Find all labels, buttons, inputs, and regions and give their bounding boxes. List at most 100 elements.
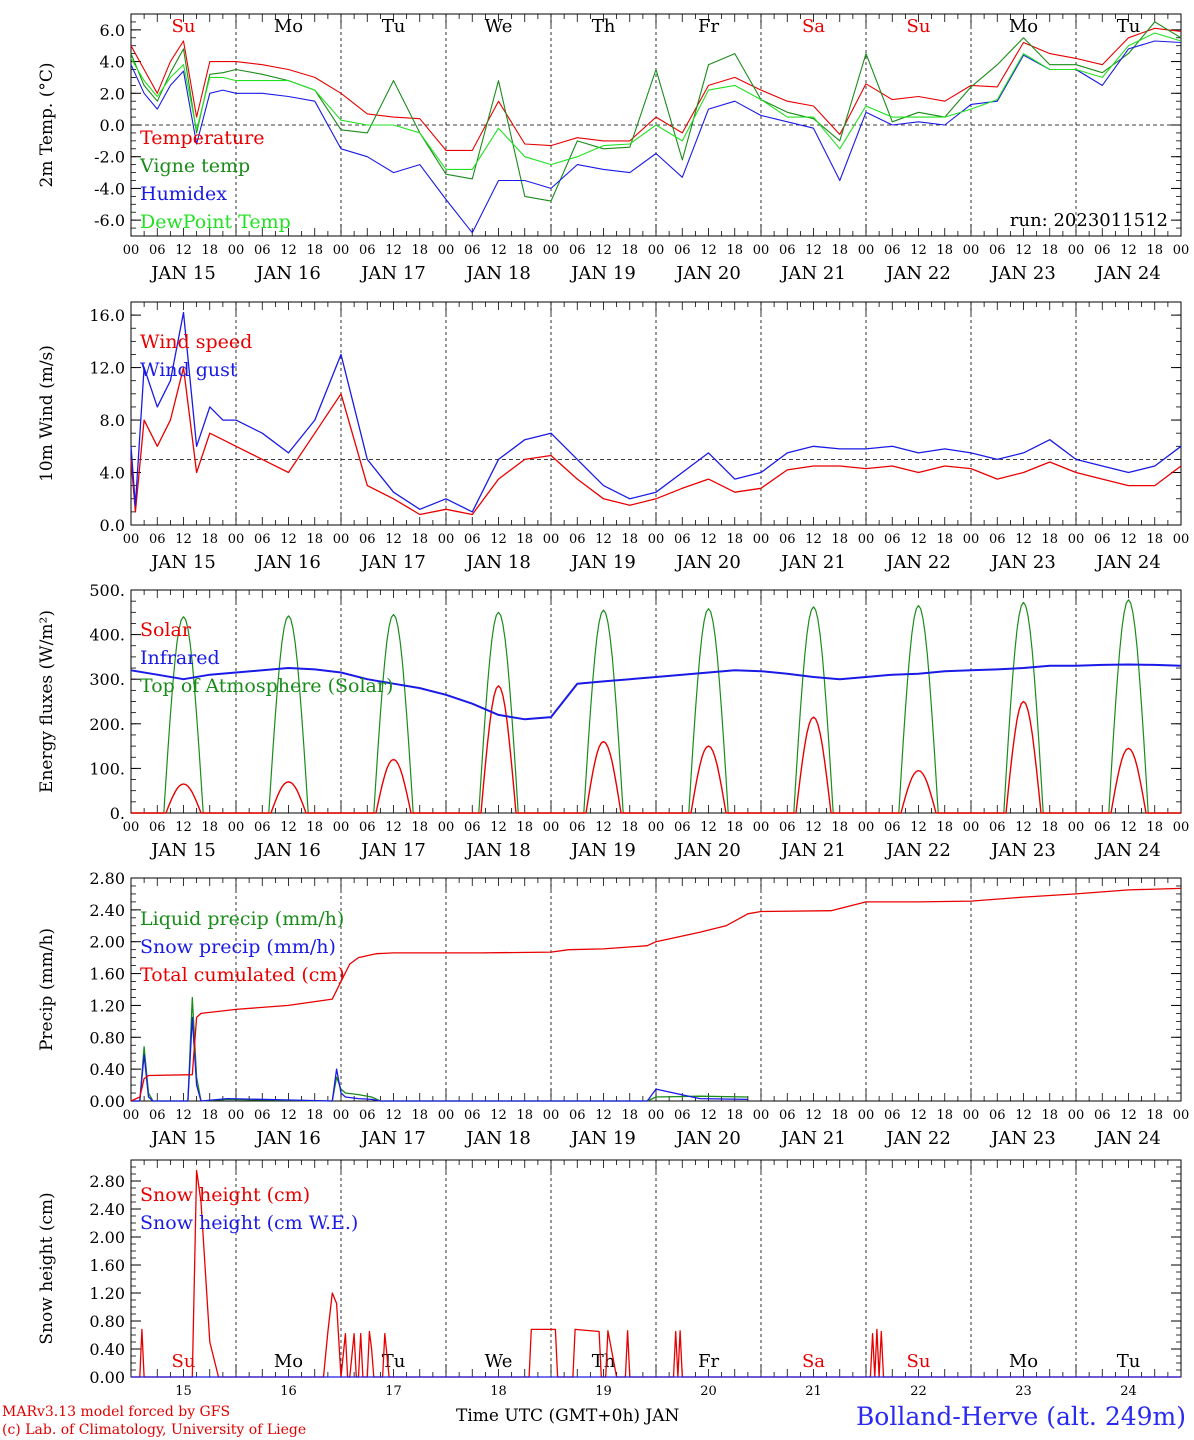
y-tick-label: 1.60 xyxy=(89,965,125,984)
hour-tick-label: 00 xyxy=(1068,1108,1085,1123)
hour-tick-label: 18 xyxy=(936,820,953,835)
hour-tick-label: 18 xyxy=(726,243,743,258)
date-label: JAN 15 xyxy=(149,552,216,573)
weekday-label: Fr xyxy=(698,1351,719,1372)
hour-tick-label: 00 xyxy=(333,1108,350,1123)
y-axis-label: 2m Temp. (°C) xyxy=(37,62,57,187)
hour-tick-label: 18 xyxy=(726,532,743,547)
date-label: JAN 21 xyxy=(779,840,846,861)
hour-tick-label: 06 xyxy=(569,243,586,258)
hour-tick-label: 06 xyxy=(149,532,166,547)
hour-tick-label: 12 xyxy=(385,820,402,835)
date-label: JAN 23 xyxy=(989,552,1056,573)
date-label: JAN 15 xyxy=(149,1128,216,1149)
hour-tick-label: 18 xyxy=(1146,820,1163,835)
y-tick-label: 0.0 xyxy=(100,516,125,535)
hour-tick-label: 18 xyxy=(726,1108,743,1123)
hour-tick-label: 12 xyxy=(700,1108,717,1123)
weekday-label: Su xyxy=(172,16,196,37)
date-label: JAN 18 xyxy=(464,552,531,573)
hour-tick-label: 06 xyxy=(359,243,376,258)
hour-tick-label: 00 xyxy=(123,820,140,835)
y-tick-label: 2.00 xyxy=(89,1228,125,1247)
hour-tick-label: 12 xyxy=(595,532,612,547)
x-axis-label: Time UTC (GMT+0h) JAN xyxy=(456,1406,680,1426)
hour-tick-label: 18 xyxy=(621,1108,638,1123)
day-number-label: 21 xyxy=(805,1384,822,1399)
hour-tick-label: 12 xyxy=(1015,820,1032,835)
hour-tick-label: 18 xyxy=(306,532,323,547)
day-number-label: 23 xyxy=(1015,1384,1032,1399)
series-line-solar xyxy=(131,685,1181,814)
y-tick-label: 1.60 xyxy=(89,1256,125,1275)
hour-tick-label: 12 xyxy=(595,1108,612,1123)
hour-tick-label: 12 xyxy=(385,243,402,258)
date-label: JAN 24 xyxy=(1094,1128,1161,1149)
y-tick-label: -4.0 xyxy=(94,179,125,198)
hour-tick-label: 06 xyxy=(254,532,271,547)
hour-tick-label: 00 xyxy=(228,532,245,547)
hour-tick-label: 18 xyxy=(201,243,218,258)
series-line-1 xyxy=(130,366,1182,516)
station-name: Bolland-Herve (alt. 249m) xyxy=(855,1402,1186,1431)
hour-tick-label: 06 xyxy=(254,820,271,835)
hour-tick-label: 00 xyxy=(963,243,980,258)
y-tick-label: 500. xyxy=(89,581,125,600)
hour-tick-label: 18 xyxy=(936,243,953,258)
hour-tick-label: 06 xyxy=(779,243,796,258)
hour-tick-label: 06 xyxy=(254,243,271,258)
hour-tick-label: 06 xyxy=(149,243,166,258)
hour-tick-label: 00 xyxy=(1173,820,1190,835)
hour-tick-label: 12 xyxy=(1120,532,1137,547)
panel-4: 0.00 0.40 0.80 1.20 1.60 2.00 2.40 2.80 Precip (… xyxy=(37,869,1189,1149)
hour-tick-label: 12 xyxy=(1120,820,1137,835)
panel-2: 0.0 4.0 8.0 12.0 16.0 10m Wind (m/s) 00 06 12 18 0… xyxy=(37,301,1189,573)
hour-tick-label: 12 xyxy=(385,532,402,547)
day-number-label: 24 xyxy=(1120,1384,1137,1399)
hour-tick-label: 06 xyxy=(359,820,376,835)
hour-tick-label: 00 xyxy=(1068,243,1085,258)
hour-tick-label: 00 xyxy=(753,243,770,258)
y-tick-label: 0.00 xyxy=(89,1368,125,1387)
legend-entry: Snow height (cm W.E.) xyxy=(140,1212,358,1234)
y-tick-label: 4.0 xyxy=(100,464,125,483)
weekday-label: Tu xyxy=(382,16,406,37)
date-label: JAN 20 xyxy=(674,263,741,284)
day-number-label: 15 xyxy=(175,1384,192,1399)
date-label: JAN 18 xyxy=(464,1128,531,1149)
hour-tick-label: 00 xyxy=(753,820,770,835)
hour-tick-label: 18 xyxy=(1146,243,1163,258)
lab-credit: (c) Lab. of Climatology, University of L… xyxy=(2,1422,307,1438)
date-label: JAN 23 xyxy=(989,840,1056,861)
y-tick-label: 6.0 xyxy=(100,21,125,40)
hour-tick-label: 00 xyxy=(1173,243,1190,258)
hour-tick-label: 00 xyxy=(1068,532,1085,547)
hour-tick-label: 06 xyxy=(989,820,1006,835)
hour-tick-label: 00 xyxy=(648,243,665,258)
y-tick-label: 0. xyxy=(110,804,125,823)
y-tick-label: 300. xyxy=(89,670,125,689)
hour-tick-label: 00 xyxy=(123,532,140,547)
series-line-3 xyxy=(130,887,1182,1102)
hour-tick-label: 18 xyxy=(201,1108,218,1123)
hour-tick-label: 06 xyxy=(674,820,691,835)
hour-tick-label: 06 xyxy=(779,532,796,547)
date-label: JAN 20 xyxy=(674,1128,741,1149)
hour-tick-label: 00 xyxy=(753,1108,770,1123)
weekday-label: Su xyxy=(172,1351,196,1372)
hour-tick-label: 18 xyxy=(831,532,848,547)
y-tick-label: 0.40 xyxy=(89,1060,125,1079)
hour-tick-label: 06 xyxy=(674,243,691,258)
day-number-label: 17 xyxy=(385,1384,402,1399)
date-label: JAN 17 xyxy=(359,263,426,284)
date-label: JAN 24 xyxy=(1094,552,1161,573)
date-label: JAN 22 xyxy=(884,263,951,284)
date-label: JAN 17 xyxy=(359,1128,426,1149)
hour-tick-label: 06 xyxy=(779,820,796,835)
hour-tick-label: 06 xyxy=(779,1108,796,1123)
hour-tick-label: 00 xyxy=(438,243,455,258)
weekday-label: Tu xyxy=(1117,1351,1141,1372)
y-tick-label: 2.00 xyxy=(89,933,125,952)
hour-tick-label: 18 xyxy=(1041,1108,1058,1123)
date-label: JAN 20 xyxy=(674,840,741,861)
